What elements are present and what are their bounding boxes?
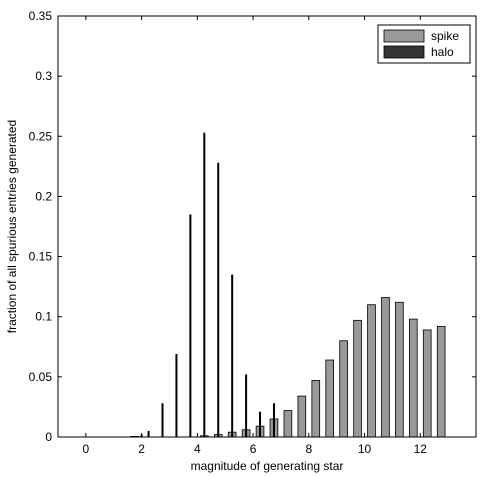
bar-spike-32	[339, 340, 348, 438]
bar-halo-21	[231, 274, 234, 437]
bar-spike-35	[381, 297, 390, 438]
bar-spike-29	[297, 395, 307, 438]
legend: spike halo	[377, 24, 471, 64]
bar-spike-39	[436, 325, 446, 438]
bar-spike-30	[311, 380, 321, 438]
bar-spike-33	[353, 319, 362, 438]
bar-halo-15	[189, 214, 192, 437]
x-axis-label: magnitude of generating star	[191, 459, 344, 473]
ticks-layer: 0 2 4 6 8 10 12 0 0.05 0.1 0.15 0.2 0.25 0.3 0.35	[29, 9, 476, 456]
legend-swatch-halo	[383, 45, 425, 59]
bars-layer	[130, 132, 446, 438]
bar-halo-13	[175, 354, 178, 437]
y-tick-label-5: 0.25	[29, 129, 53, 143]
bar-halo-27	[272, 403, 275, 437]
x-tick-label-4: 8	[305, 442, 312, 456]
y-tick-label-6: 0.3	[35, 69, 52, 83]
legend-label-spike: spike	[431, 29, 459, 43]
y-tick-label-2: 0.1	[35, 310, 52, 324]
bar-halo-25	[259, 411, 262, 437]
legend-label-halo: halo	[431, 45, 454, 59]
y-tick-label-0: 0	[45, 430, 52, 444]
bar-halo-23	[245, 374, 248, 437]
bar-halo-19	[217, 162, 220, 437]
bar-spike-28	[283, 410, 293, 438]
y-tick-label-1: 0.05	[29, 370, 53, 384]
x-tick-label-0: 0	[83, 442, 90, 456]
x-tick-label-1: 2	[138, 442, 145, 456]
x-tick-label-2: 4	[194, 442, 201, 456]
x-tick-label-6: 12	[414, 442, 428, 456]
plot-area-frame	[57, 15, 477, 438]
bar-spike-31	[325, 359, 334, 438]
y-axis-label: fraction of all spurious entries generat…	[5, 120, 19, 333]
y-tick-label-3: 0.15	[29, 250, 53, 264]
x-tick-label-5: 10	[358, 442, 372, 456]
bar-spike-37	[408, 318, 418, 438]
bar-spike-34	[367, 304, 376, 438]
legend-swatch-spike	[383, 29, 425, 43]
bar-halo-9	[147, 430, 150, 437]
y-tick-label-4: 0.2	[35, 189, 52, 203]
y-tick-label-7: 0.35	[29, 9, 53, 23]
x-tick-label-3: 6	[250, 442, 257, 456]
bar-spike-36	[395, 301, 404, 438]
bar-spike-38	[422, 329, 432, 438]
bar-halo-17	[203, 132, 206, 437]
bar-halo-11	[161, 403, 164, 437]
